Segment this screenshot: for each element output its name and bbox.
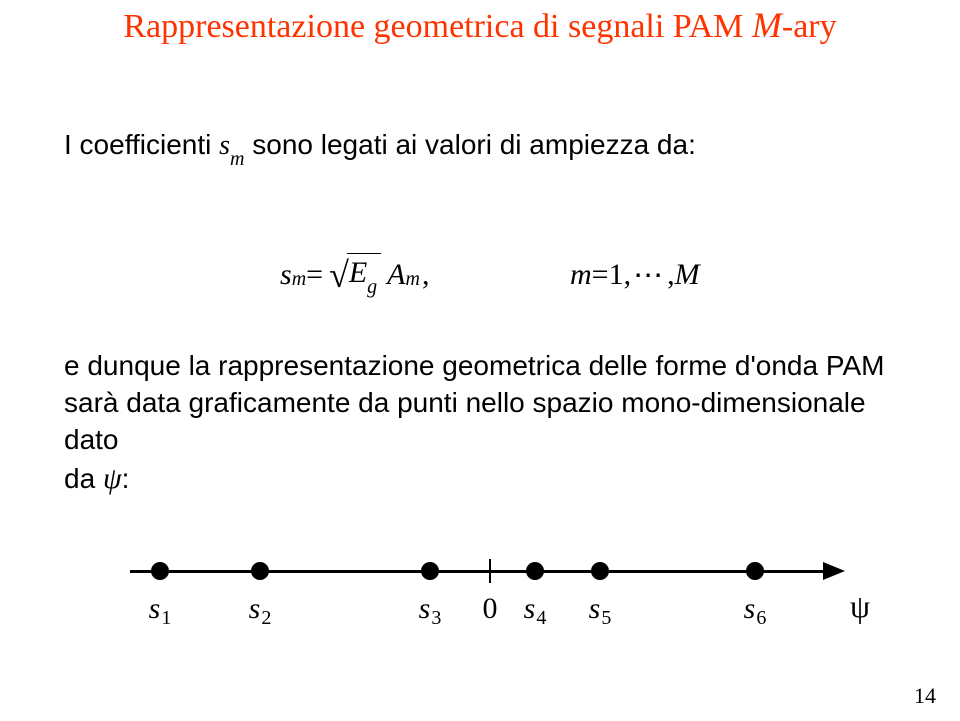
title-M: M [752, 5, 782, 45]
signal-point-label-4: s4 [524, 592, 547, 626]
r-eq: = [592, 258, 609, 292]
signal-point-4 [526, 562, 544, 580]
f-s: s [280, 258, 292, 292]
f-A-sub: m [405, 268, 419, 291]
p2-l3b: : [122, 463, 130, 494]
sqrt: √ Eg [329, 253, 381, 298]
signal-point-label-3: s3 [419, 592, 442, 626]
r-dots: ⋯ [633, 258, 665, 293]
paragraph-coefficients: I coefficienti sm sono legati ai valori … [64, 130, 904, 166]
formula-row: sm = √ Eg Am, m = 1, ⋯ , M [0, 240, 960, 310]
axis-arrowhead [823, 562, 845, 580]
f-A: A [387, 258, 405, 292]
f-comma: , [422, 258, 430, 292]
r-m: m [570, 258, 592, 292]
title-main: Rappresentazione geometrica di segnali P… [123, 8, 752, 45]
axis-psi-label: ψ [850, 588, 870, 625]
zero-tick [489, 559, 491, 583]
zero-label: 0 [483, 592, 498, 626]
p2-l2: sarà data graficamente da punti nello sp… [64, 387, 866, 455]
para1-pre: I coefficienti [64, 129, 219, 160]
page-number: 14 [914, 683, 936, 709]
f-E-sub: g [367, 276, 377, 298]
signal-point-3 [421, 562, 439, 580]
axis-line [130, 570, 830, 573]
page-title: Rappresentazione geometrica di segnali P… [0, 4, 960, 46]
r-one: 1, [609, 258, 632, 292]
signal-point-label-1: s1 [149, 592, 172, 626]
formula-rhs: m = 1, ⋯ , M [570, 240, 700, 310]
signal-point-label-2: s2 [249, 592, 272, 626]
para1-sub: m [230, 148, 244, 170]
f-s-sub: m [292, 268, 306, 291]
r-comma2: , [667, 258, 675, 292]
paragraph-representation: e dunque la rappresentazione geometrica … [64, 348, 904, 498]
title-suffix: -ary [782, 8, 837, 45]
p2-l3a: da [64, 463, 103, 494]
signal-point-2 [251, 562, 269, 580]
sqrt-symbol: √ [329, 257, 349, 302]
p2-psi: ψ [103, 462, 122, 495]
signal-point-5 [591, 562, 609, 580]
signal-space-diagram: 0 s1s2s3s4s5s6 ψ [130, 540, 860, 630]
r-M: M [675, 258, 700, 292]
signal-point-label-5: s5 [589, 592, 612, 626]
sqrt-body: Eg [347, 253, 381, 298]
para1-s: s [219, 130, 230, 161]
para1-post: sono legati ai valori di ampiezza da: [244, 129, 695, 160]
p2-l1: e dunque la rappresentazione geometrica … [64, 350, 884, 381]
formula-lhs: sm = √ Eg Am, [280, 240, 429, 310]
f-eq: = [306, 258, 323, 292]
f-E: E [349, 256, 367, 289]
signal-point-label-6: s6 [744, 592, 767, 626]
signal-point-6 [746, 562, 764, 580]
signal-point-1 [151, 562, 169, 580]
